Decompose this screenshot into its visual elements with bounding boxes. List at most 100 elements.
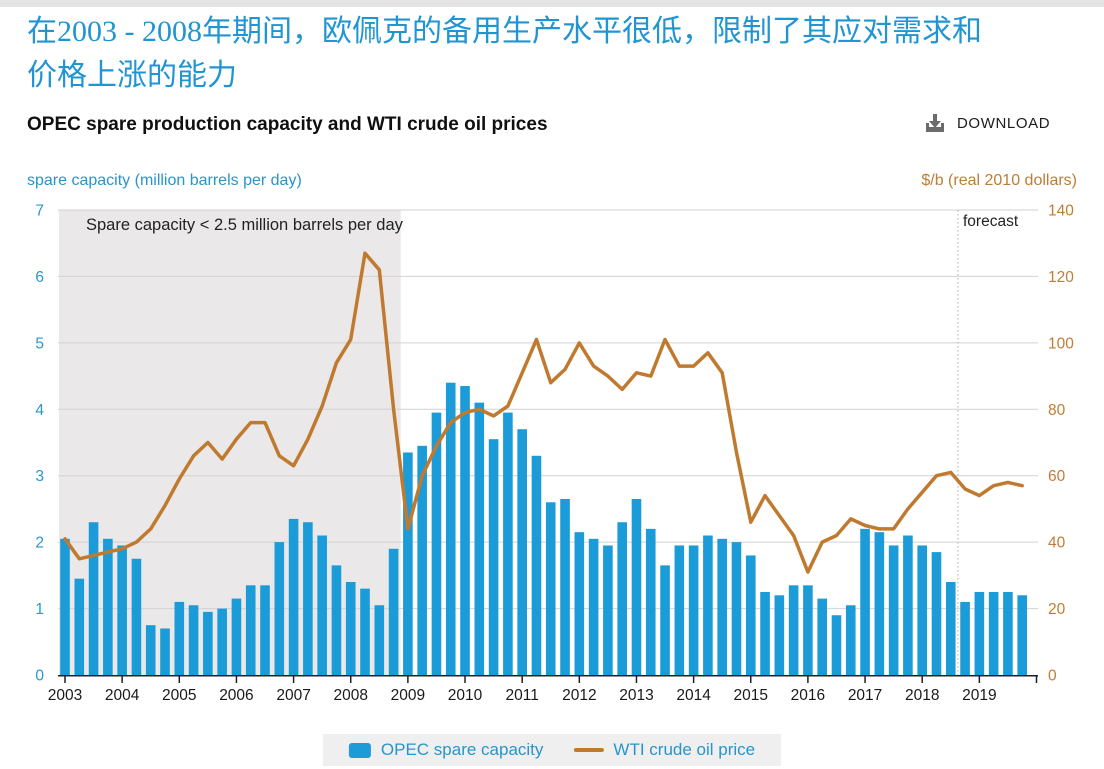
bar (117, 545, 127, 675)
bar (531, 455, 542, 675)
bar (203, 611, 213, 675)
bar (674, 545, 685, 675)
bar (960, 601, 970, 675)
right-axis-tick-label: 0 (1048, 668, 1057, 685)
bar (645, 528, 656, 675)
bar (260, 585, 270, 675)
bar (488, 439, 499, 675)
bar (574, 532, 585, 675)
legend-label: OPEC spare capacity (380, 740, 544, 759)
left-axis-tick-label: 1 (35, 601, 44, 618)
bar (560, 498, 570, 675)
x-tick-label: 2013 (619, 687, 653, 704)
chart-title: OPEC spare production capacity and WTI c… (27, 114, 548, 135)
bar (174, 601, 185, 675)
bar (874, 532, 885, 675)
bar (774, 595, 785, 675)
bar (131, 558, 142, 675)
page-title: 在2003 - 2008年期间，欧佩克的备用生产水平很低，限制了其应对需求和价格… (27, 15, 982, 92)
bar (417, 445, 427, 675)
bar (660, 565, 670, 675)
left-axis-title: spare capacity (million barrels per day) (27, 172, 302, 189)
bar (1017, 595, 1028, 675)
right-axis-tick-label: 100 (1048, 335, 1074, 352)
bar (688, 545, 699, 675)
x-tick-label: 2005 (162, 687, 196, 704)
bar (631, 498, 642, 675)
shaded-region (59, 210, 401, 675)
bar (274, 542, 285, 675)
x-tick-label: 2009 (391, 687, 425, 704)
bar (503, 412, 513, 675)
bar (288, 518, 299, 675)
bar (460, 386, 470, 675)
x-tick-label: 2018 (905, 687, 939, 704)
bar (445, 382, 456, 675)
x-tick-label: 2010 (448, 687, 483, 704)
bar (931, 552, 942, 675)
bar (74, 578, 85, 675)
left-axis-tick-label: 2 (35, 535, 44, 552)
right-axis-tick-label: 80 (1048, 402, 1066, 419)
bar (360, 588, 370, 675)
x-tick-label: 2006 (219, 687, 253, 704)
bar (860, 528, 870, 675)
bar (745, 555, 756, 675)
bar (945, 582, 956, 675)
bar (474, 402, 485, 675)
bar (374, 605, 385, 675)
download-icon (924, 112, 946, 134)
bar (717, 538, 727, 675)
bar (760, 591, 770, 675)
right-axis-tick-label: 120 (1048, 269, 1074, 286)
bar (845, 605, 856, 675)
bar (888, 545, 899, 675)
bar (831, 615, 842, 675)
bar (988, 591, 999, 675)
bar (231, 598, 242, 675)
bar-series-opec-spare-capacity (60, 382, 1028, 675)
left-axis-tick-label: 4 (35, 402, 44, 419)
x-tick-label: 2016 (791, 687, 825, 704)
bar (345, 582, 356, 675)
legend-item-spare-capacity[interactable]: OPEC spare capacity (348, 740, 544, 760)
bar-swatch-icon (348, 742, 371, 758)
x-tick-label: 2003 (48, 687, 82, 704)
line-swatch-icon (573, 748, 604, 752)
left-axis-tick-label: 6 (35, 269, 44, 286)
x-tick-label: 2007 (276, 687, 310, 704)
legend-label: WTI crude oil price (613, 740, 756, 759)
left-axis-tick-label: 3 (35, 468, 44, 485)
x-tick-label: 2019 (962, 687, 996, 704)
bar (588, 538, 599, 675)
download-button[interactable]: DOWNLOAD (924, 112, 1050, 134)
bar (317, 535, 327, 675)
right-axis-tick-label: 20 (1048, 601, 1066, 618)
shaded-region-label: Spare capacity < 2.5 million barrels per… (86, 216, 403, 234)
bar (88, 522, 99, 675)
top-border (0, 0, 1104, 7)
x-tick-label: 2014 (676, 687, 711, 704)
right-axis-tick-label: 40 (1048, 535, 1066, 552)
right-axis-title: $/b (real 2010 dollars) (921, 172, 1077, 189)
legend-item-wti-price[interactable]: WTI crude oil price (573, 740, 755, 760)
line-series-wti-price (63, 251, 1024, 574)
forecast-label: forecast (963, 213, 1019, 230)
x-tick-label: 2004 (105, 687, 140, 704)
x-tick-label: 2012 (562, 687, 596, 704)
bar (517, 429, 527, 675)
bar (331, 565, 342, 675)
bar (145, 625, 156, 675)
bar (817, 598, 827, 675)
bar (217, 608, 227, 675)
x-tick-label: 2008 (333, 687, 367, 704)
legend: OPEC spare capacity WTI crude oil price (322, 734, 782, 766)
download-label: DOWNLOAD (957, 114, 1051, 132)
bar (388, 548, 399, 675)
bar (60, 538, 70, 675)
bar (403, 452, 413, 675)
bar (245, 585, 256, 675)
bar (974, 591, 985, 675)
right-axis-tick-label: 60 (1048, 468, 1066, 485)
